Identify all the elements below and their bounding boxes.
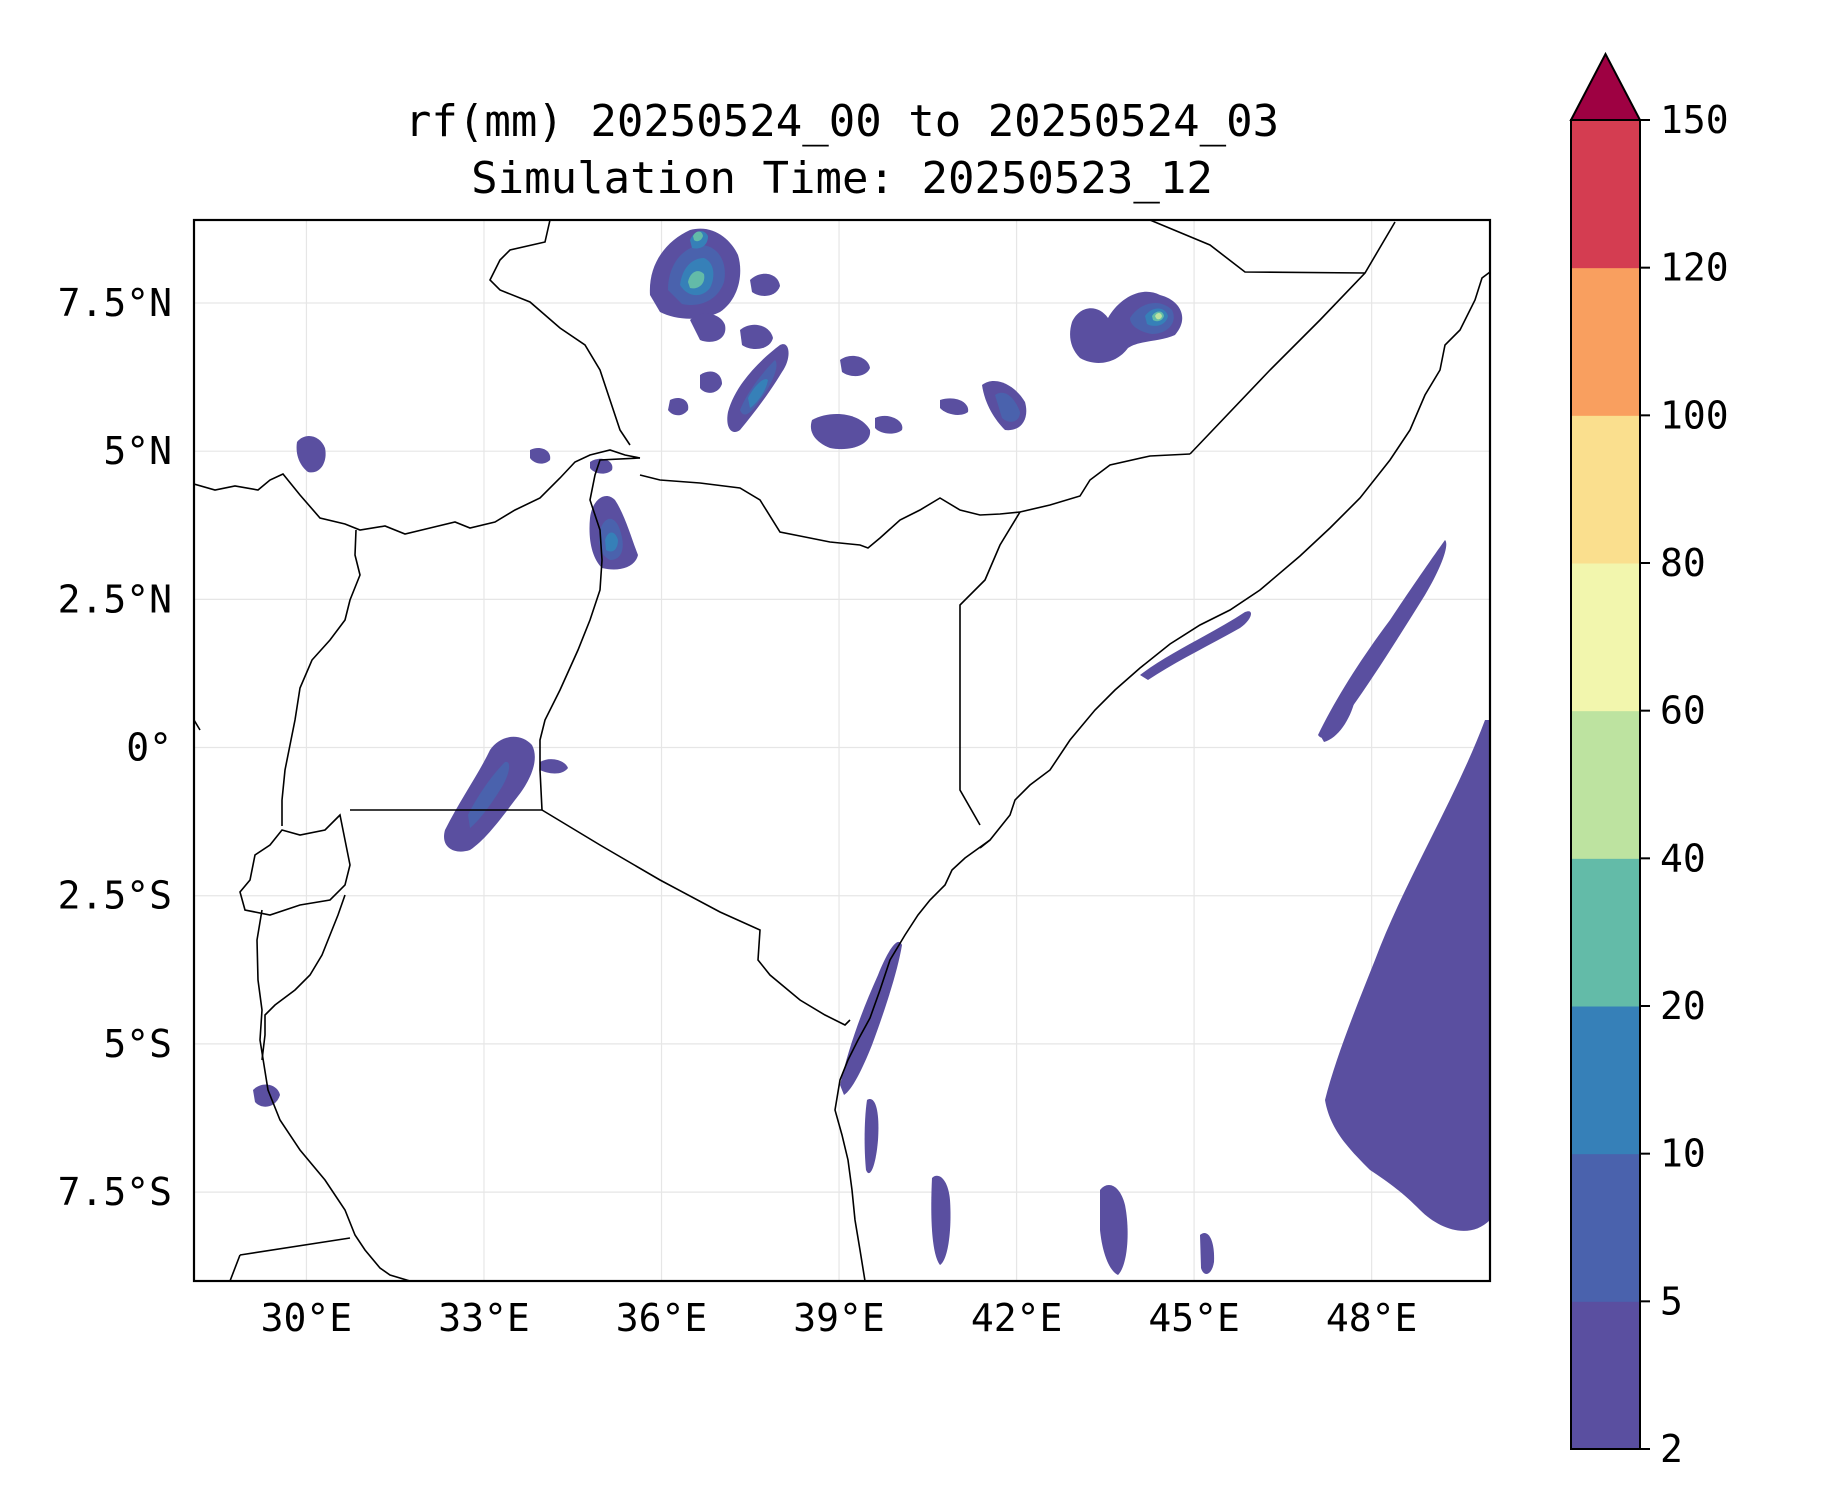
lon-tick-label: 30°E — [261, 1296, 353, 1340]
map-frame — [192, 218, 1492, 1283]
rain-area-north-cluster-20 — [688, 271, 705, 289]
lon-tick-label: 39°E — [793, 1296, 885, 1340]
rain-area-north-small-1 — [690, 313, 726, 342]
rain-area-ethiopia-small-c — [810, 414, 871, 450]
latitude-ticks: 7.5°N 5°N 2.5°N 0° 2.5°S 5°S 7.5°S — [58, 281, 172, 1214]
border-tanzania-south — [229, 1254, 241, 1281]
colorbar-extend-arrow — [1569, 51, 1642, 121]
rain-area-indian-ocean-east-2 — [1320, 697, 1355, 742]
rain-area-ethiopia-small-d — [840, 355, 870, 377]
colorbar-tick-label: 100 — [1660, 393, 1729, 437]
lon-tick-label: 45°E — [1148, 1296, 1240, 1340]
rain-area-ethiopia-small-b — [668, 398, 689, 416]
colorbar-tick-label: 120 — [1660, 246, 1729, 290]
map-title-line2: Simulation Time: 20250523_12 — [471, 153, 1213, 204]
colorbar-segment — [1571, 710, 1640, 859]
rain-area-somalia-coast — [1140, 611, 1252, 680]
colorbar-segment — [1571, 1006, 1640, 1155]
map-panel: 30°E 33°E 36°E 39°E 42°E 45°E 48°E 7.5°N 5°N 2.5… — [58, 218, 1492, 1340]
rain-area-tanzania-coast — [840, 941, 902, 1095]
rain-area-ilemi-10 — [605, 532, 618, 552]
country-borders — [194, 220, 1490, 1281]
lon-tick-label: 48°E — [1326, 1296, 1418, 1340]
border-uganda-west — [281, 529, 361, 826]
border-ethiopia-somaliland — [1189, 221, 1396, 455]
colorbar-tick-label: 2 — [1660, 1427, 1683, 1471]
colorbar-frame — [1570, 119, 1641, 1450]
lat-tick-label: 2.5°N — [58, 577, 172, 621]
rain-area-north-small-3 — [750, 273, 780, 296]
border-eritrea-djibouti — [1149, 220, 1366, 274]
colorbar-segment — [1571, 415, 1640, 564]
colorbar-tick-label: 60 — [1660, 689, 1706, 733]
border-tanzania-west — [256, 909, 411, 1281]
lat-tick-label: 7.5°S — [58, 1170, 172, 1214]
rain-area-lake-victoria-2 — [540, 759, 568, 774]
lat-tick-label: 0° — [126, 726, 172, 770]
rain-area-ethiopia-west-10 — [748, 379, 768, 408]
rain-area-tanzania-coast-2 — [864, 1099, 879, 1174]
rain-area-lake-victoria-core — [468, 761, 510, 828]
colorbar-tick-label: 40 — [1660, 836, 1706, 880]
colorbar-segment — [1571, 1153, 1640, 1302]
colorbar-segment — [1571, 563, 1640, 712]
border-rwanda — [239, 813, 351, 916]
border-uganda-kenya — [539, 457, 641, 811]
rain-area-north-small-2 — [740, 324, 773, 350]
colorbar-segment — [1571, 858, 1640, 1007]
colorbar-tick-label: 20 — [1660, 984, 1706, 1028]
border-burundi — [261, 894, 346, 1061]
colorbar-segment — [1571, 120, 1640, 269]
lat-tick-label: 2.5°S — [58, 874, 172, 918]
colorbar: 2 5 10 20 40 60 80 100 120 150 — [1569, 51, 1729, 1471]
colorbar-tick-label: 150 — [1660, 98, 1729, 142]
colorbar-tick-label: 5 — [1660, 1279, 1683, 1323]
colorbar-tick-label: 10 — [1660, 1132, 1706, 1176]
rain-area-ethiopia-small-e — [875, 415, 903, 434]
rain-area-indian-ocean-south-2 — [1100, 1185, 1128, 1275]
border-south-sudan-uganda — [194, 449, 641, 535]
rain-area-ethiopia-east-40 — [1155, 313, 1162, 320]
lat-tick-label: 5°S — [103, 1022, 172, 1066]
rain-area-ethiopia-south-2 — [940, 398, 969, 415]
lon-tick-label: 36°E — [616, 1296, 708, 1340]
rain-area-indian-ocean-south-1 — [931, 1175, 951, 1265]
rain-area-ethiopia-small-a — [700, 371, 722, 393]
lon-tick-label: 33°E — [438, 1296, 530, 1340]
rain-area-north-cluster-20b — [693, 231, 703, 242]
map-gridlines — [194, 220, 1490, 1281]
rain-area-indian-ocean-east — [1318, 540, 1447, 738]
map-title-line1: rf(mm) 20250524_00 to 20250524_03 — [405, 96, 1279, 147]
colorbar-segment — [1571, 267, 1640, 416]
rain-area-indian-ocean-southeast — [1325, 720, 1490, 1231]
border-kenya-tanzania — [541, 809, 851, 1026]
lat-tick-label: 5°N — [103, 429, 172, 473]
rain-area-ilemi-3 — [590, 458, 613, 474]
colorbar-tick-label: 80 — [1660, 541, 1706, 585]
rainfall-layer — [253, 228, 1490, 1275]
longitude-ticks: 30°E 33°E 36°E 39°E 42°E 45°E 48°E — [261, 1296, 1418, 1340]
colorbar-segment — [1571, 1301, 1640, 1450]
rain-level-40-60 — [1155, 313, 1162, 320]
rain-area-indian-ocean-south-3 — [1200, 1233, 1215, 1274]
border-ethiopia-somalia — [1019, 453, 1191, 513]
coast-somalia — [979, 271, 1490, 849]
lon-tick-label: 42°E — [971, 1296, 1063, 1340]
border-ethiopia-kenya — [639, 474, 1021, 549]
border-south-sudan-ethiopia — [489, 220, 631, 446]
border-kenya-somalia — [959, 511, 1021, 826]
rain-area-south-sudan — [296, 436, 326, 473]
rain-area-ethiopia-south-core — [995, 392, 1020, 422]
lat-tick-label: 7.5°N — [58, 281, 172, 325]
map-background — [194, 220, 1490, 1281]
border-tanzania-zambia — [239, 1237, 351, 1256]
coast-kenya-tanzania — [834, 839, 991, 1281]
rain-area-ilemi-2 — [530, 448, 551, 464]
